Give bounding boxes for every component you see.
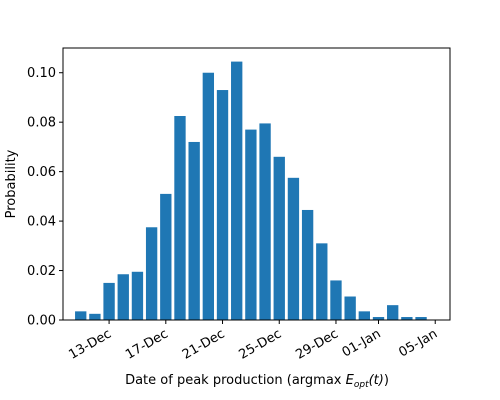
bar <box>103 282 115 320</box>
bar <box>188 141 200 320</box>
bar <box>387 305 399 320</box>
bar <box>75 311 87 320</box>
bar <box>245 129 257 320</box>
bar <box>330 280 342 320</box>
bar <box>160 193 172 320</box>
x-tick-label: 29-Dec <box>293 326 341 362</box>
plot-frame <box>62 47 451 321</box>
y-tick-label: 0.00 <box>27 314 56 329</box>
y-tick-label: 0.08 <box>27 116 56 131</box>
x-tick-label: 01-Jan <box>340 326 384 360</box>
bar <box>89 313 101 320</box>
x-tick-label: 17-Dec <box>123 326 171 362</box>
bar <box>273 156 285 320</box>
bar <box>316 243 328 320</box>
bar <box>202 72 215 320</box>
bar <box>117 274 129 320</box>
y-axis: 0.00 0.02 0.04 0.06 0.08 0.10 <box>27 66 63 329</box>
bar <box>372 317 385 320</box>
bar <box>415 317 427 320</box>
x-axis-label: Date of peak production (argmax Eopt(t)) <box>125 373 389 390</box>
x-tick-label: 21-Dec <box>180 326 228 362</box>
y-axis-label: Probability <box>4 149 19 218</box>
bar <box>174 116 186 320</box>
x-tick-label: 25-Dec <box>237 326 285 362</box>
x-tick-label: 13-Dec <box>66 326 114 362</box>
bar <box>287 177 300 320</box>
bar <box>231 61 243 320</box>
bar <box>131 271 144 320</box>
bars-group <box>75 61 427 320</box>
bar <box>301 209 314 320</box>
bar <box>216 90 229 320</box>
y-tick-label: 0.04 <box>27 215 56 230</box>
y-tick-label: 0.02 <box>27 264 56 279</box>
y-tick-label: 0.10 <box>27 66 56 81</box>
bar <box>259 123 271 320</box>
y-tick-label: 0.06 <box>27 165 56 180</box>
x-tick-label: 05-Jan <box>396 326 440 360</box>
bar <box>358 311 370 320</box>
bar <box>401 317 413 320</box>
bar <box>145 227 158 320</box>
bar <box>344 296 356 320</box>
